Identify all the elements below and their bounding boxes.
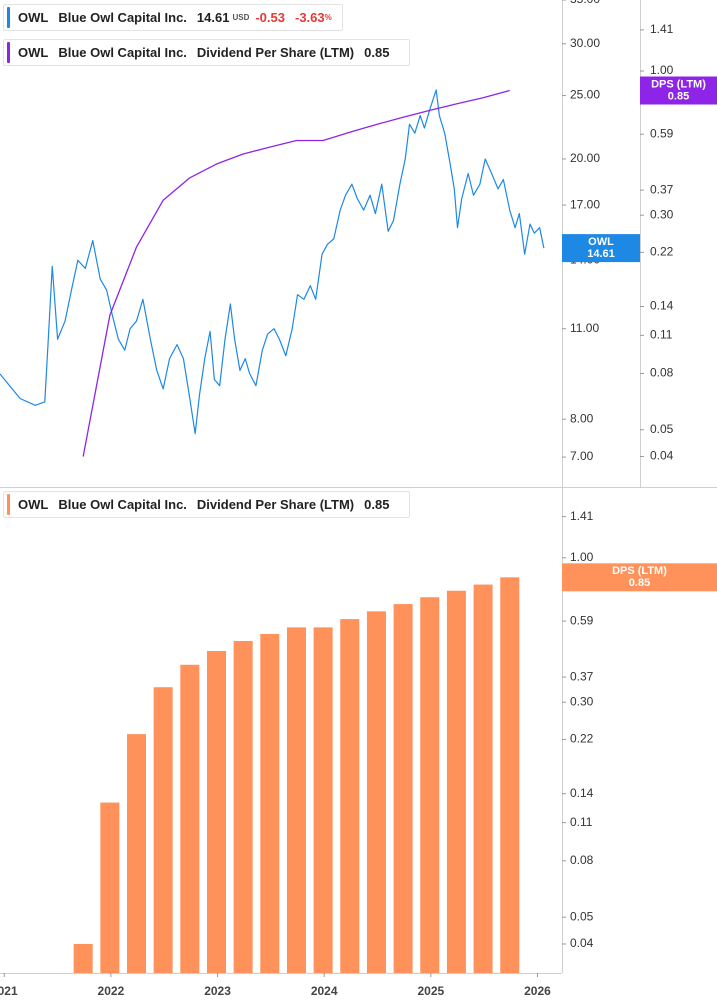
- legend-price-value: 14.61: [196, 10, 230, 25]
- x-tick-label: 2021: [0, 984, 18, 998]
- legend-swatch: [7, 494, 10, 515]
- y-tick-label: 0.22: [650, 245, 674, 259]
- x-tick-label: 2025: [417, 984, 444, 998]
- bar: [473, 584, 493, 973]
- bar: [127, 734, 147, 973]
- legend-dps-bars: OWL Blue Owl Capital Inc. Dividend Per S…: [3, 491, 411, 518]
- legend-price: OWL Blue Owl Capital Inc. 14.61 USD -0.5…: [3, 4, 343, 31]
- y-tick-label: 0.30: [650, 207, 674, 221]
- y-tick-label: 7.00: [570, 449, 594, 463]
- y-tick-label: 0.04: [570, 936, 594, 950]
- legend-value: 0.85: [364, 45, 390, 60]
- price-tag: [640, 76, 717, 105]
- legend-metric: Dividend Per Share (LTM): [196, 497, 355, 512]
- bar: [500, 577, 520, 973]
- y-tick-label: 0.30: [570, 694, 594, 708]
- y-tick-label: 17.00: [570, 197, 600, 211]
- x-tick-label: 2023: [204, 984, 231, 998]
- bar: [233, 640, 253, 973]
- y-tick-label: 0.14: [570, 786, 594, 800]
- y-tick-label: 0.05: [650, 422, 674, 436]
- y-tick-label: 0.11: [650, 328, 673, 342]
- bar: [393, 604, 413, 973]
- bar: [286, 627, 306, 973]
- y-tick-label: 0.37: [650, 182, 674, 196]
- bar: [73, 943, 93, 973]
- y-tick-label: 0.04: [650, 449, 674, 463]
- x-tick-label: 2026: [524, 984, 551, 998]
- price-tag-name: OWL: [588, 236, 614, 248]
- price-tag-value: 0.85: [629, 577, 650, 589]
- bar: [446, 590, 466, 973]
- y-tick-label: 0.08: [650, 366, 674, 380]
- bar: [206, 650, 226, 973]
- y-tick-label: 30.00: [570, 36, 600, 50]
- y-tick-label: 20.00: [570, 151, 600, 165]
- y-tick-label: 0.11: [570, 815, 593, 829]
- price-tag: [562, 563, 717, 592]
- legend-change-pct: -3.63: [294, 10, 325, 25]
- bar: [366, 611, 386, 973]
- y-tick-label: 8.00: [570, 411, 594, 425]
- price-tag: [562, 234, 640, 263]
- legend-swatch: [7, 7, 10, 28]
- price-tag-value: 0.85: [668, 90, 689, 102]
- y-tick-label: 1.00: [650, 63, 674, 77]
- y-tick-label: 0.22: [570, 732, 594, 746]
- y-tick-label: 35.00: [570, 0, 600, 6]
- price-tag-name: DPS (LTM): [651, 78, 706, 90]
- legend-dps: OWL Blue Owl Capital Inc. Dividend Per S…: [3, 39, 411, 66]
- bar: [313, 627, 333, 973]
- y-tick-label: 0.08: [570, 853, 594, 867]
- legend-ticker: OWL: [18, 10, 49, 25]
- x-tick-label: 2024: [311, 984, 338, 998]
- legend-company: Blue Owl Capital Inc.: [58, 10, 187, 25]
- y-tick-label: 0.59: [650, 126, 674, 140]
- legend-metric: Dividend Per Share (LTM): [196, 45, 355, 60]
- price-tag-value: 14.61: [587, 248, 615, 260]
- legend-company: Blue Owl Capital Inc.: [58, 497, 187, 512]
- bar: [100, 802, 120, 973]
- y-tick-label: 1.41: [570, 509, 594, 523]
- bar: [260, 633, 280, 973]
- legend-value: 0.85: [364, 497, 390, 512]
- legend-ticker: OWL: [18, 45, 49, 60]
- bar: [153, 687, 173, 973]
- series-line: [82, 89, 510, 457]
- legend-change-unit: %: [324, 13, 332, 22]
- price-tag-name: DPS (LTM): [612, 565, 667, 577]
- y-tick-label: 1.00: [570, 550, 594, 564]
- legend-currency: USD: [232, 13, 250, 22]
- bar: [340, 619, 360, 973]
- legend-company: Blue Owl Capital Inc.: [58, 45, 187, 60]
- legend-ticker: OWL: [18, 497, 49, 512]
- y-tick-label: 0.59: [570, 613, 594, 627]
- x-tick-label: 2022: [98, 984, 125, 998]
- legend-swatch: [7, 42, 10, 63]
- y-tick-label: 0.14: [650, 299, 674, 313]
- y-tick-label: 0.05: [570, 909, 594, 923]
- y-tick-label: 1.41: [650, 22, 674, 36]
- y-tick-label: 25.00: [570, 88, 600, 102]
- bar: [420, 597, 440, 973]
- y-tick-label: 0.37: [570, 669, 594, 683]
- legend-change: -0.53: [255, 10, 285, 25]
- bar: [180, 664, 200, 973]
- y-tick-label: 11.00: [570, 321, 599, 335]
- series-line: [0, 89, 545, 435]
